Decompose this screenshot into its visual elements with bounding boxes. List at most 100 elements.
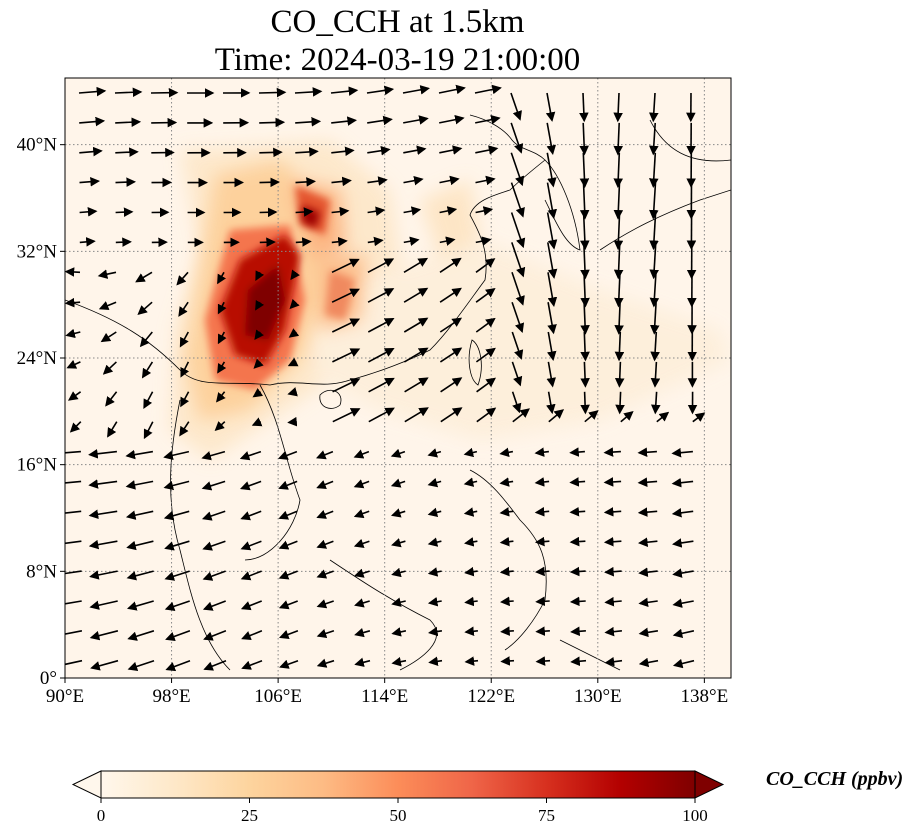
wind-arrow <box>139 331 153 348</box>
wind-arrow <box>580 331 590 362</box>
wind-arrow <box>580 272 590 308</box>
wind-arrow <box>367 318 395 333</box>
wind-arrow <box>316 509 334 519</box>
wind-arrow <box>88 479 118 489</box>
wind-arrow <box>102 361 117 375</box>
wind-arrow <box>115 177 136 187</box>
wind-arrow <box>239 450 262 461</box>
wind-arrow <box>354 657 371 667</box>
wind-arrow <box>66 359 81 369</box>
wind-arrow <box>290 269 300 281</box>
wind-arrow <box>354 598 370 608</box>
wind-arrow <box>440 377 463 393</box>
wind-arrow <box>476 377 496 393</box>
wind-arrow <box>672 628 695 639</box>
wind-arrow <box>295 147 319 157</box>
wind-arrow <box>253 358 264 369</box>
wind-arrow <box>163 480 190 491</box>
wind-arrow <box>67 391 82 401</box>
wind-arrow <box>534 536 550 547</box>
wind-arrow <box>500 626 514 636</box>
wind-arrow <box>165 659 191 672</box>
wind-arrow <box>331 236 348 247</box>
wind-arrow <box>316 599 334 609</box>
wind-arrow <box>427 567 442 577</box>
wind-arrow <box>535 566 550 577</box>
wind-arrow <box>89 570 118 580</box>
wind-arrow <box>115 237 132 247</box>
wind-arrow <box>547 272 558 307</box>
wind-arrow <box>390 448 406 458</box>
wind-arrow <box>570 626 586 637</box>
wind-arrow <box>135 271 153 283</box>
wind-arrow <box>354 627 371 638</box>
wind-arrow <box>65 659 83 666</box>
wind-arrow <box>638 537 658 547</box>
wind-arrow <box>547 302 557 335</box>
wind-arrow <box>580 242 590 280</box>
wind-arrow <box>569 536 586 547</box>
wind-arrow <box>79 116 106 127</box>
wind-arrow <box>88 509 118 520</box>
wind-arrow <box>649 182 659 220</box>
wind-arrow <box>368 407 395 423</box>
wind-arrow <box>332 348 361 363</box>
wind-arrow <box>579 122 589 156</box>
wind-arrow <box>613 242 624 280</box>
wind-arrow <box>251 417 263 427</box>
wind-arrow <box>331 176 352 187</box>
wind-arrow <box>427 477 442 488</box>
wind-arrow <box>289 298 300 310</box>
wind-arrow <box>603 507 622 517</box>
wind-arrow <box>331 258 360 274</box>
wind-arrow <box>510 152 525 187</box>
wind-arrow <box>331 318 361 333</box>
wind-arrow <box>115 147 139 157</box>
lat-tick-label: 0° <box>40 668 57 689</box>
wind-arrow <box>474 84 502 95</box>
wind-arrow <box>649 302 660 335</box>
lon-tick-label: 138°E <box>681 686 729 707</box>
wind-arrow <box>316 628 335 639</box>
colorbar-tick-label: 75 <box>538 806 555 825</box>
wind-arrow <box>649 122 659 156</box>
wind-arrow <box>367 176 388 186</box>
wind-arrow <box>278 510 298 520</box>
wind-arrow <box>464 656 479 666</box>
wind-arrow <box>613 92 623 123</box>
wind-arrow <box>255 270 265 282</box>
wind-arrow <box>367 258 395 274</box>
wind-arrow <box>511 331 524 360</box>
wind-arrow <box>165 630 191 642</box>
wind-arrow <box>367 206 386 217</box>
wind-arrow <box>69 421 82 433</box>
wind-arrow <box>214 420 226 431</box>
wind-arrow <box>603 447 621 457</box>
wind-arrow <box>331 288 360 303</box>
wind-arrow <box>90 659 119 671</box>
wind-arrow <box>391 597 406 607</box>
wind-arrow <box>546 391 556 415</box>
wind-arrow <box>638 657 659 668</box>
wind-arrow <box>579 92 589 123</box>
wind-arrow <box>65 267 81 277</box>
wind-arrow <box>439 236 456 246</box>
wind-arrow <box>65 480 82 484</box>
wind-arrow <box>649 242 659 280</box>
wind-arrow <box>179 421 190 437</box>
lat-tick-label: 32°N <box>17 241 58 262</box>
colorbar-tick-label: 0 <box>97 806 106 825</box>
wind-arrow <box>97 269 117 279</box>
wind-arrow <box>178 301 189 317</box>
wind-arrow <box>428 626 443 637</box>
wind-arrow <box>241 659 263 670</box>
wind-arrow <box>202 600 226 611</box>
wind-arrow <box>163 450 190 460</box>
wind-arrow <box>216 391 226 403</box>
wind-arrow <box>316 658 335 668</box>
wind-arrow <box>65 600 82 605</box>
lat-tick-label: 40°N <box>17 135 58 156</box>
wind-arrow <box>650 361 661 388</box>
wind-arrow <box>439 287 462 303</box>
wind-arrow <box>428 656 443 667</box>
